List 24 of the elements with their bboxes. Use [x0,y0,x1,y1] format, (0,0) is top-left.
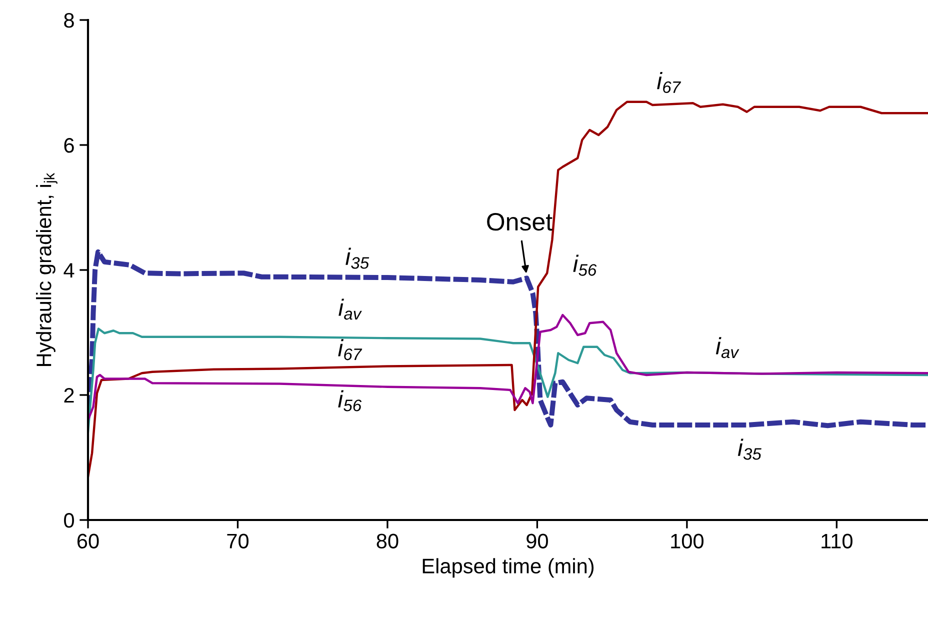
annotation: i$_{av}$ [716,337,740,358]
y-tick-label: 8 [64,13,74,28]
x-axis-title: Elapsed time (min) [422,558,594,578]
line-series [88,328,928,433]
x-tick-label: 70 [227,534,249,548]
annotation: i$_{56}$ [573,254,597,276]
y-tick-label: 0 [64,513,74,528]
x-tick-label: 90 [526,534,548,548]
line-series [88,100,928,478]
y-tick-label: 4 [64,263,74,278]
x-tick-label: 110 [822,534,852,548]
annotation: i$_{56}$ [338,390,362,412]
x-tick-label: 100 [671,534,704,548]
annotation: i$_{35}$ [346,248,370,269]
x-tick-label: 60 [77,534,99,548]
y-tick-label: 2 [64,388,74,403]
annotation: i$_{67}$ [338,339,362,360]
x-tick-label: 80 [376,534,398,548]
annotation: i$_{35}$ [738,438,762,460]
y-axis-title: Hydraulic gradient, i$_{jk}$ [36,172,58,366]
annotation: i$_{67}$ [657,72,682,94]
annotation: Onset [487,212,552,231]
annotation: i$_{av}$ [338,298,362,320]
y-tick-label: 6 [64,138,74,153]
